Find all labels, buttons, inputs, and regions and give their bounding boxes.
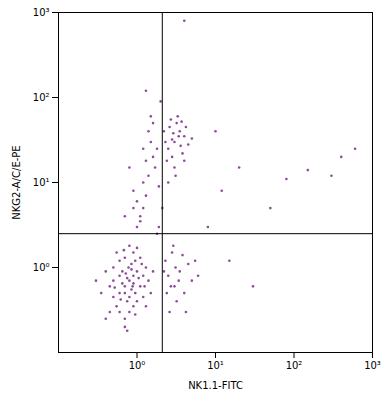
svg-text:10²: 10² (286, 360, 303, 371)
svg-text:10³: 10³ (33, 7, 50, 18)
svg-text:10²: 10² (33, 92, 50, 103)
svg-text:10¹: 10¹ (207, 360, 224, 371)
svg-text:10⁰: 10⁰ (33, 262, 50, 273)
svg-text:10³: 10³ (364, 360, 381, 371)
svg-text:NK1.1-FITC: NK1.1-FITC (188, 380, 243, 391)
svg-text:NKG2-A/C/E-PE: NKG2-A/C/E-PE (11, 145, 22, 219)
svg-text:10¹: 10¹ (33, 177, 50, 188)
svg-text:10⁰: 10⁰ (129, 360, 146, 371)
